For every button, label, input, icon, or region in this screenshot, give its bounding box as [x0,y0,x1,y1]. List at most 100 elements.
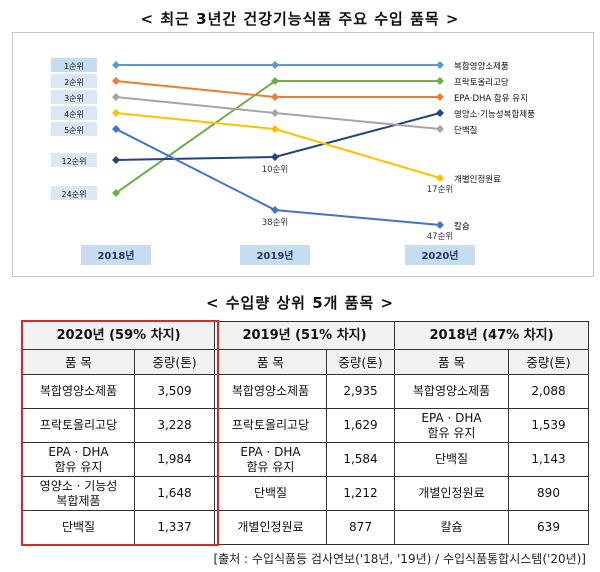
col-item-header: 품 목 [22,349,135,375]
year-box-0 [81,245,151,265]
series-name-4: 단백질 [454,125,477,136]
item-cell: 복합영양소제품 [214,374,327,409]
year-header-0: 2020년 (59% 차지) [22,321,215,350]
point-label-3: 47순위 [427,232,453,242]
qty-cell: 1,629 [326,408,395,443]
year-box-1 [240,245,310,265]
import-table: 2020년 (59% 차지) 2019년 (51% 차지) 2018년 (47% 차… [22,321,589,545]
series-point-4-1 [271,109,279,117]
chart-title: < 최근 3년간 건강기능식품 주요 수입 품목 > [140,10,460,28]
rank-box-1 [51,58,97,72]
series-point-2-2 [436,93,444,101]
item-cell: 개별인정원료 [394,476,509,511]
year-label-2: 2020년 [421,249,458,262]
series-point-1-0 [112,189,120,197]
point-label-0: 10순위 [262,165,288,175]
series-point-3-1 [271,153,279,161]
qty-cell: 1,212 [326,476,395,511]
year-box-2 [405,245,475,265]
qty-cell: 639 [508,510,589,545]
series-point-0-1 [271,61,279,69]
rank-label-2: 2순위 [64,78,84,87]
col-qty-header: 중량(톤) [326,349,395,375]
item-cell: 단백질 [214,476,327,511]
year-label-0: 2018년 [97,249,134,262]
series-name-5: 개별인정원료 [454,174,501,185]
col-qty-header: 중량(톤) [134,349,215,375]
rank-box-4 [51,106,97,120]
series-point-6-1 [271,206,279,214]
year-label-1: 2019년 [256,249,293,262]
series-point-5-2 [436,174,444,182]
item-cell: 복합영양소제품 [22,374,135,409]
qty-cell: 2,935 [326,374,395,409]
col-qty-header: 중량(톤) [508,349,589,375]
series-name-1: 프락토올리고당 [454,77,509,88]
item-cell: EPA · DHA 함유 유지 [22,442,135,477]
table-row: EPA · DHA 함유 유지 1,984 EPA · DHA 함유 유지 1,584 단백… [22,442,589,477]
table-title: < 수입량 상위 5개 품목 > [205,294,395,312]
series-name-6: 칼슘 [454,222,470,232]
table-row: 영양소 · 기능성 복합제품 1,648 단백질 1,212 개별인정원료 890 [22,476,589,511]
table-row: 단백질 1,337 개별인정원료 877 칼슘 639 [22,510,589,545]
qty-cell: 1,984 [134,442,215,477]
qty-cell: 1,337 [134,510,215,545]
table-row: 복합영양소제품 3,509 복합영양소제품 2,935 복합영양소제품 2,088 [22,374,589,409]
item-cell: 개별인정원료 [214,510,327,545]
series-name-3: 영양소·기능성복합제품 [454,109,535,120]
series-point-2-0 [112,77,120,85]
series-point-3-2 [436,109,444,117]
series-name-0: 복합영양소제품 [454,61,509,72]
series-point-3-0 [112,156,120,164]
rank-box-24 [51,186,97,200]
col-item-header: 품 목 [214,349,327,375]
rank-box-3 [51,90,97,104]
rank-label-12: 12순위 [62,157,87,166]
rank-label-3: 3순위 [64,94,84,103]
item-cell: 단백질 [394,442,509,477]
series-point-5-0 [112,109,120,117]
series-line-2 [115,80,440,98]
rank-label-5: 5순위 [64,126,84,135]
rank-label-4: 4순위 [64,110,84,119]
qty-cell: 877 [326,510,395,545]
qty-cell: 2,088 [508,374,589,409]
year-header-2: 2018년 (47% 차지) [394,321,589,350]
series-point-2-1 [271,93,279,101]
qty-cell: 3,228 [134,408,215,443]
series-point-1-2 [436,77,444,85]
rank-box-2 [51,74,97,88]
qty-cell: 1,143 [508,442,589,477]
series-point-4-0 [112,93,120,101]
series-point-4-2 [436,125,444,133]
qty-cell: 1,539 [508,408,589,443]
table-row: 프락토올리고당 3,228 프락토올리고당 1,629 EPA · DHA 함유 유지 1,… [22,408,589,443]
series-point-6-2 [436,221,444,229]
item-cell: 칼슘 [394,510,509,545]
item-cell: EPA · DHA 함유 유지 [214,442,327,477]
series-name-2: EPA·DHA 함유 유지 [454,94,528,104]
rank-label-1: 1순위 [64,62,84,71]
source-note: [출처 : 수입식품등 검사연보('18년, '19년) / 수입식품통합시스템… [213,552,586,566]
series-point-0-0 [112,61,120,69]
item-cell: 프락토올리고당 [22,408,135,443]
qty-cell: 890 [508,476,589,511]
qty-cell: 3,509 [134,374,215,409]
rank-box-5 [51,122,97,136]
item-cell: 복합영양소제품 [394,374,509,409]
year-header-1: 2019년 (51% 차지) [214,321,395,350]
item-cell: 단백질 [22,510,135,545]
qty-cell: 1,648 [134,476,215,511]
rank-box-12 [51,153,97,167]
qty-cell: 1,584 [326,442,395,477]
item-cell: EPA · DHA 함유 유지 [394,408,509,443]
series-point-1-1 [271,77,279,85]
rank-label-24: 24순위 [62,190,87,199]
item-cell: 영양소 · 기능성 복합제품 [22,476,135,511]
series-point-6-0 [112,125,120,133]
series-point-5-1 [271,125,279,133]
point-label-1: 38순위 [262,218,288,228]
series-point-0-2 [436,61,444,69]
